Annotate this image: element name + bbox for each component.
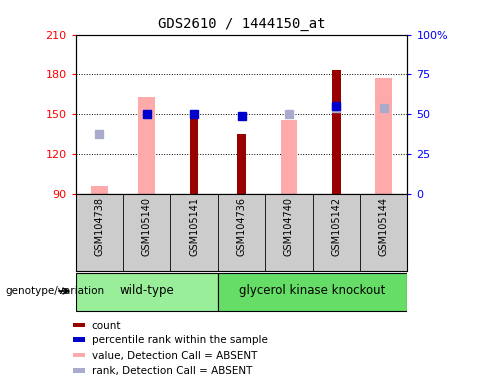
Bar [73, 353, 84, 357]
Bar [73, 323, 84, 327]
Text: rank, Detection Call = ABSENT: rank, Detection Call = ABSENT [92, 366, 252, 376]
Text: GSM104738: GSM104738 [94, 197, 104, 256]
Bar [73, 337, 84, 342]
Bar [76, 273, 218, 311]
Bar [190, 114, 199, 194]
Text: GSM105142: GSM105142 [331, 197, 342, 256]
Bar [281, 119, 297, 194]
Text: wild-type: wild-type [120, 285, 174, 298]
Text: count: count [92, 321, 121, 331]
Bar [91, 186, 108, 194]
Text: GSM104740: GSM104740 [284, 197, 294, 256]
Text: percentile rank within the sample: percentile rank within the sample [92, 335, 267, 345]
Text: GSM105144: GSM105144 [379, 197, 389, 256]
Text: GSM104736: GSM104736 [237, 197, 246, 256]
Bar [73, 368, 84, 373]
Bar [332, 70, 341, 194]
Bar [218, 273, 407, 311]
Text: genotype/variation: genotype/variation [5, 286, 104, 296]
Bar [375, 78, 392, 194]
Title: GDS2610 / 1444150_at: GDS2610 / 1444150_at [158, 17, 325, 31]
Bar [139, 97, 155, 194]
Text: value, Detection Call = ABSENT: value, Detection Call = ABSENT [92, 351, 257, 361]
Text: glycerol kinase knockout: glycerol kinase knockout [240, 285, 386, 298]
Bar [237, 134, 246, 194]
Text: GSM105141: GSM105141 [189, 197, 199, 256]
Text: GSM105140: GSM105140 [142, 197, 152, 256]
